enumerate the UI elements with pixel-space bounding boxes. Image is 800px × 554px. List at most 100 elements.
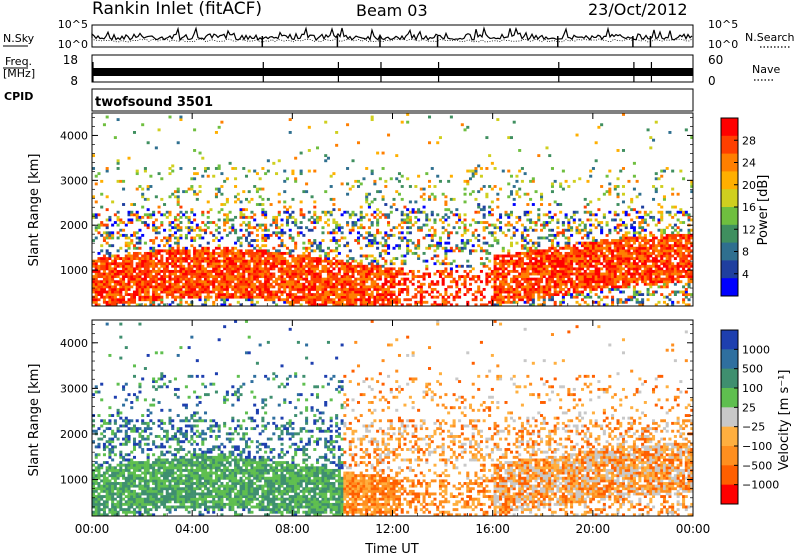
range-cell: [474, 290, 478, 294]
range-cell: [463, 192, 467, 196]
range-cell: [616, 300, 620, 304]
range-cell: [228, 280, 232, 284]
range-cell: [520, 246, 524, 250]
range-cell: [578, 223, 582, 227]
range-cell: [318, 280, 322, 284]
range-cell: [425, 272, 429, 276]
range-cell: [507, 228, 511, 232]
range-cell: [332, 298, 336, 302]
range-cell: [567, 280, 571, 284]
range-cell: [671, 303, 675, 307]
range-cell: [138, 287, 142, 291]
range-cell: [275, 249, 279, 253]
range-cell: [187, 221, 191, 224]
range-cell: [277, 295, 281, 299]
range-cell: [310, 300, 314, 304]
range-cell: [389, 295, 393, 299]
range-cell: [201, 303, 205, 307]
range-cell: [468, 269, 473, 273]
range-cell: [378, 295, 382, 299]
range-cell: [387, 300, 391, 304]
range-cell: [542, 254, 546, 258]
range-cell: [272, 218, 276, 222]
range-cell: [548, 249, 552, 253]
range-cell: [130, 298, 134, 302]
range-cell: [247, 293, 251, 296]
range-cell: [561, 280, 565, 284]
range-cell: [354, 277, 358, 281]
range-cell: [165, 239, 169, 242]
range-cell: [206, 221, 210, 224]
range-cell: [441, 298, 445, 302]
range-cell: [337, 280, 341, 284]
range-cell: [654, 244, 658, 248]
range-cell: [108, 262, 112, 266]
range-cell: [496, 192, 500, 196]
range-cell: [127, 280, 131, 284]
range-cell: [632, 239, 636, 242]
range-cell: [305, 285, 309, 289]
range-cell: [258, 223, 262, 227]
range-cell: [646, 282, 650, 286]
range-cell: [408, 221, 412, 224]
range-cell: [316, 275, 320, 278]
range-cell: [152, 298, 156, 302]
range-cell: [679, 257, 683, 260]
range-cell: [217, 125, 221, 129]
range-cell: [261, 272, 265, 276]
range-cell: [351, 226, 355, 230]
range-cell: [518, 195, 522, 199]
range-cell: [378, 287, 382, 291]
range-cell: [332, 203, 336, 206]
range-cell: [553, 179, 557, 183]
range-cell: [332, 218, 336, 222]
range-cell: [321, 285, 325, 289]
range-cell: [310, 282, 314, 286]
range-cell: [195, 226, 199, 230]
range-cell: [586, 251, 590, 255]
range-cell: [294, 287, 298, 291]
range-cell: [542, 287, 546, 291]
range-cell: [206, 259, 210, 263]
range-cell: [515, 190, 519, 194]
range-cell: [605, 257, 609, 260]
range-cell: [381, 264, 385, 268]
range-cell: [310, 249, 314, 253]
range-cell: [537, 218, 541, 222]
range-cell: [335, 246, 339, 250]
range-cell: [600, 298, 604, 302]
range-cell: [408, 280, 412, 284]
range-cell: [302, 282, 306, 286]
range-cell: [212, 257, 216, 260]
range-cell: [220, 269, 224, 273]
range-cell: [392, 290, 396, 294]
range-cell: [657, 275, 661, 278]
range-cell: [302, 267, 306, 271]
range-cell: [572, 272, 576, 276]
range-cell: [654, 246, 658, 250]
range-cell: [567, 262, 571, 266]
range-cell: [193, 282, 197, 286]
range-cell: [362, 277, 366, 281]
range-cell: [531, 295, 535, 299]
range-cell: [124, 300, 128, 304]
range-cell: [195, 257, 199, 260]
range-cell: [316, 267, 320, 271]
range-cell: [417, 254, 421, 258]
range-cell: [217, 290, 221, 294]
range-cell: [277, 236, 281, 240]
range-cell: [529, 277, 533, 281]
range-cell: [223, 251, 227, 255]
range-cell: [149, 277, 153, 281]
range-cell: [594, 246, 598, 250]
range-cell: [299, 213, 303, 217]
range-cell: [264, 226, 268, 230]
range-cell: [578, 293, 582, 296]
range-cell: [190, 187, 194, 191]
range-cell: [488, 272, 492, 276]
range-cell: [635, 267, 639, 271]
range-cell: [583, 269, 587, 273]
range-cell: [291, 236, 295, 240]
range-cell: [152, 246, 156, 250]
range-cell: [529, 298, 533, 302]
